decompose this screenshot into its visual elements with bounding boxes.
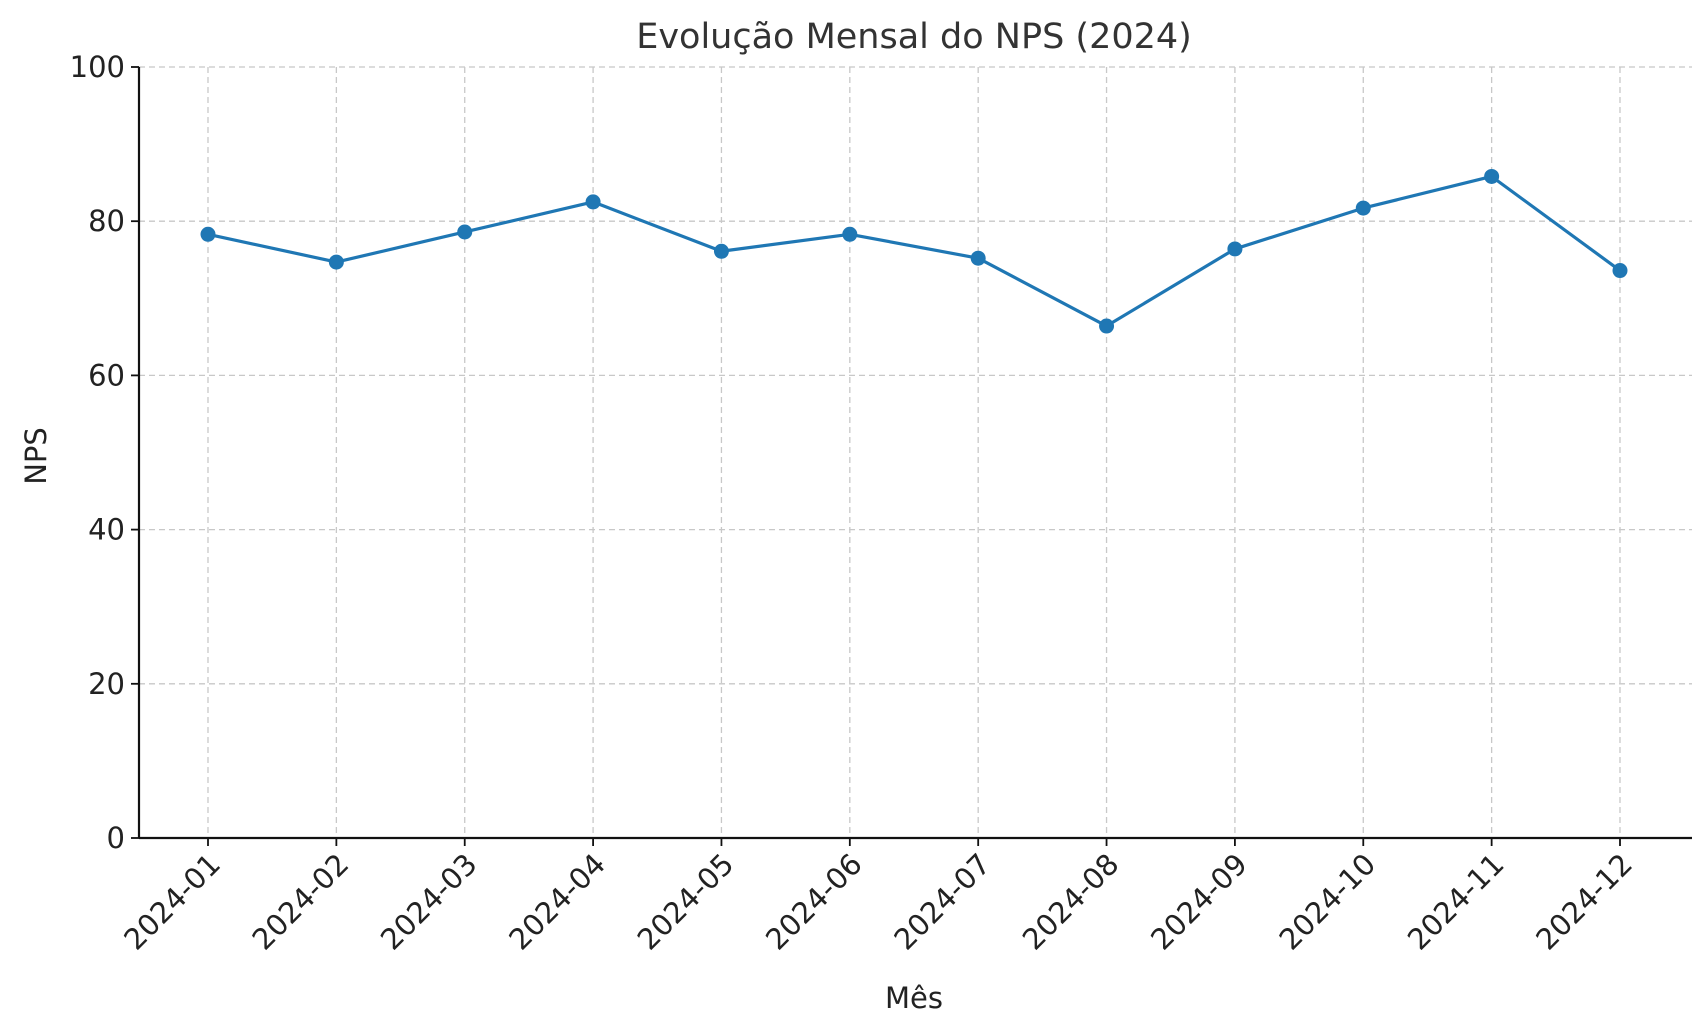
data-point (328, 254, 344, 270)
chart-title: Evolução Mensal do NPS (2024) (636, 17, 1192, 57)
data-point (585, 194, 601, 210)
data-point (970, 250, 986, 266)
y-tick-label: 60 (88, 358, 125, 392)
series-line (206, 174, 1622, 328)
y-tick-label: 0 (107, 821, 125, 855)
data-point (1612, 263, 1628, 279)
y-tick-label: 80 (88, 204, 125, 238)
x-tick-label: 2024-09 (1144, 847, 1254, 957)
x-tick-label: 2024-06 (759, 847, 869, 957)
data-point (1355, 200, 1371, 216)
x-tick-label: 2024-08 (1016, 847, 1126, 957)
grid-lines (139, 66, 1692, 838)
data-point (713, 243, 729, 259)
x-tick-label: 2024-10 (1272, 847, 1382, 957)
y-tick-label: 40 (88, 513, 125, 547)
x-tick-label: 2024-02 (246, 847, 356, 957)
x-tick-label: 2024-04 (502, 847, 612, 957)
x-tick-label: 2024-03 (374, 847, 484, 957)
y-tick-label: 20 (88, 667, 125, 701)
x-tick-label: 2024-07 (887, 847, 997, 957)
series-layer (200, 168, 1628, 334)
tick-labels: 0 20 40 60 80 100 2024-01 2024-02 2024-03 2024-04… (70, 50, 1639, 957)
data-point (1227, 241, 1243, 257)
y-axis-label: NPS (19, 427, 53, 485)
x-axis-label: Mês (885, 981, 943, 1015)
x-tick-label: 2024-11 (1401, 847, 1511, 957)
data-point (842, 226, 858, 242)
y-tick-label: 100 (70, 50, 125, 84)
data-point (457, 224, 473, 240)
data-point (1484, 168, 1500, 184)
data-point (200, 226, 216, 242)
axes (131, 66, 1692, 846)
x-tick-label: 2024-01 (117, 847, 227, 957)
x-tick-label: 2024-12 (1529, 847, 1639, 957)
x-tick-label: 2024-05 (631, 847, 741, 957)
data-point (1099, 318, 1115, 334)
